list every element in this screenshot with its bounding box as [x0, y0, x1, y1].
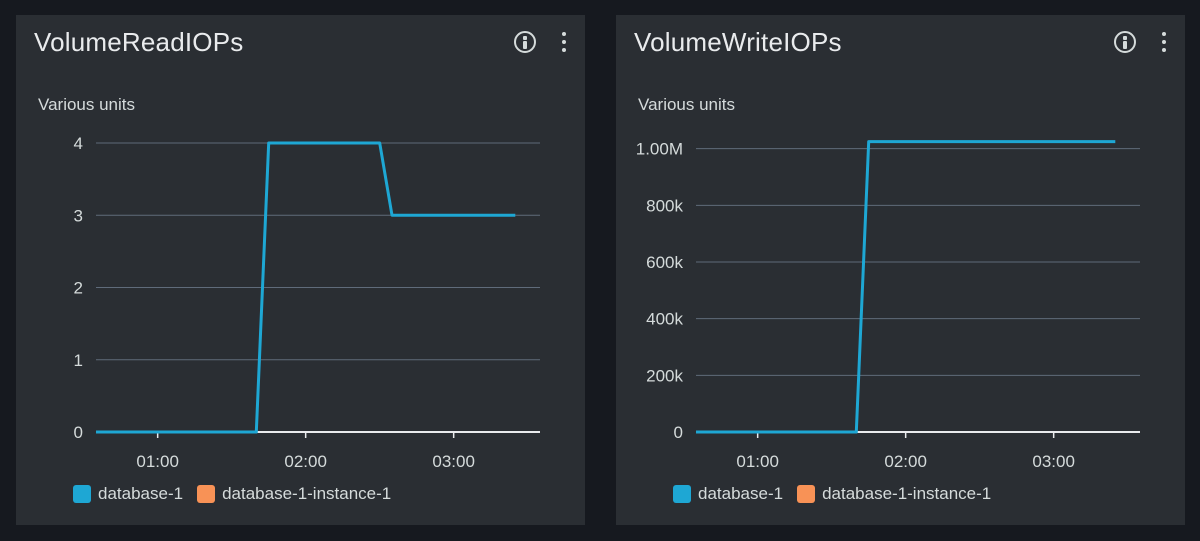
legend-item-database-1-instance-1[interactable]: database-1-instance-1	[797, 484, 991, 504]
more-options-icon[interactable]	[1157, 31, 1171, 55]
y-tick-label: 400k	[646, 310, 683, 329]
legend-swatch	[797, 485, 816, 503]
legend-label: database-1	[98, 484, 184, 503]
series-line-database-1	[696, 140, 1116, 434]
legend-label: database-1-instance-1	[222, 484, 392, 503]
y-tick-label: 3	[74, 206, 83, 225]
more-options-icon[interactable]	[557, 31, 571, 55]
x-tick-label: 01:00	[736, 452, 779, 471]
write-iops-chart: Various units 0 200k 400k 600k 800k 1.00M 01:00…	[636, 95, 1140, 471]
x-tick-label: 03:00	[432, 452, 475, 471]
legend-label: database-1	[698, 484, 784, 503]
y-tick-label: 0	[74, 423, 83, 442]
y-axis-label: Various units	[638, 95, 735, 114]
x-tick-label: 03:00	[1032, 452, 1075, 471]
x-tick-label: 01:00	[136, 452, 179, 471]
x-tick-label: 02:00	[284, 452, 327, 471]
legend-swatch	[673, 485, 691, 503]
read-iops-chart: Various units 0 1 2 3 4 01:00 02:00 03:00	[38, 95, 540, 471]
legend-item-database-1[interactable]: database-1	[673, 484, 783, 504]
legend-swatch	[73, 485, 91, 503]
legend-label: database-1-instance-1	[822, 484, 992, 503]
info-icon[interactable]	[1114, 31, 1136, 53]
legend-item-database-1-instance-1[interactable]: database-1-instance-1	[197, 484, 391, 504]
chart-legend: database-1 database-1-instance-1	[673, 484, 1005, 504]
y-tick-label: 1	[74, 351, 83, 370]
legend-item-database-1[interactable]: database-1	[73, 484, 183, 504]
x-tick-label: 02:00	[884, 452, 927, 471]
y-tick-label: 200k	[646, 366, 683, 385]
y-tick-label: 600k	[646, 253, 683, 272]
y-tick-label: 0	[674, 423, 683, 442]
info-icon[interactable]	[514, 31, 536, 53]
read-iops-widget: VolumeReadIOPs Various units 0 1 2 3 4 01:00 02…	[16, 15, 585, 525]
y-tick-label: 2	[74, 279, 83, 298]
y-tick-label: 1.00M	[636, 140, 683, 159]
legend-swatch	[197, 485, 216, 503]
chart-legend: database-1 database-1-instance-1	[73, 484, 405, 504]
series-line-database-1	[96, 141, 516, 434]
y-axis-label: Various units	[38, 95, 135, 114]
y-tick-label: 4	[74, 134, 83, 153]
write-iops-widget: VolumeWriteIOPs Various units 0 200k 400k 60…	[616, 15, 1185, 525]
y-tick-label: 800k	[646, 196, 683, 215]
widget-title: VolumeWriteIOPs	[634, 27, 842, 57]
widget-title: VolumeReadIOPs	[34, 27, 244, 57]
